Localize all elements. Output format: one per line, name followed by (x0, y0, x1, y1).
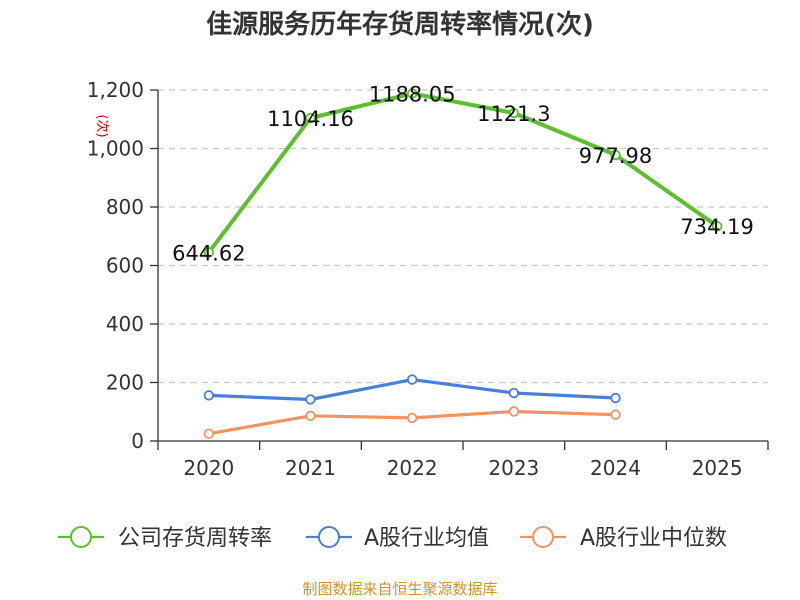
x-tick-label: 2020 (183, 456, 234, 480)
y-tick-label: 1,200 (87, 78, 144, 102)
data-point[interactable] (406, 88, 418, 99)
source-footer: 制图数据来自恒生聚源数据库 (302, 580, 497, 598)
series-line (206, 91, 720, 255)
legend-item[interactable]: A股行业均值 (306, 526, 489, 551)
data-label: 734.19 (680, 215, 753, 239)
data-label: 1121.3 (477, 102, 550, 126)
data-labels: 644.62 1104.16 1188.05 1121.3 977.98 734.19 (172, 82, 754, 265)
legend-item[interactable]: A股行业中位数 (520, 526, 727, 551)
data-point[interactable] (203, 247, 215, 258)
legend[interactable]: 公司存货周转率 A股行业均值 A股行业中位数 (58, 526, 727, 551)
y-tick-label: 800 (106, 195, 144, 219)
x-tick-label: 2025 (692, 456, 743, 480)
legend-label: 公司存货周转率 (118, 526, 272, 551)
y-tick-label: 0 (131, 429, 144, 453)
y-tick-label: 1,000 (87, 137, 144, 161)
chart-title: 佳源服务历年存货周转率情况(次) (206, 9, 594, 40)
data-point[interactable] (406, 374, 418, 385)
series-layer (203, 88, 723, 439)
data-point[interactable] (508, 406, 520, 417)
y-tick-label: 600 (106, 254, 144, 278)
data-point[interactable] (508, 387, 520, 399)
data-label: 1104.16 (267, 107, 354, 131)
data-point[interactable] (203, 390, 215, 401)
grid-lines (158, 89, 768, 384)
x-axis-ticks: 2020 2021 2022 2023 2024 2025 (157, 441, 769, 480)
data-label: 644.62 (172, 241, 245, 265)
data-point[interactable] (508, 107, 520, 119)
data-point[interactable] (305, 394, 316, 405)
data-point[interactable] (305, 112, 316, 124)
x-tick-label: 2021 (285, 456, 336, 480)
y-tick-label: 200 (106, 371, 144, 395)
x-tick-label: 2022 (387, 456, 438, 480)
data-point[interactable] (406, 412, 418, 424)
data-point[interactable] (610, 149, 621, 161)
y-axis-ticks: 0 200 400 600 800 1,000 1,200 (87, 78, 158, 453)
x-tick-label: 2023 (488, 456, 539, 480)
legend-item[interactable]: 公司存货周转率 (58, 526, 272, 551)
legend-marker (318, 526, 340, 548)
data-label: 977.98 (579, 144, 652, 168)
x-tick-label: 2024 (590, 456, 641, 480)
legend-marker (70, 526, 92, 548)
y-tick-label: 400 (106, 312, 144, 336)
data-point[interactable] (610, 409, 621, 420)
y-axis-unit: (次) (94, 114, 110, 137)
data-point[interactable] (203, 428, 215, 439)
legend-marker (532, 526, 554, 548)
data-point[interactable] (305, 410, 316, 422)
data-point[interactable] (711, 221, 723, 232)
legend-label: A股行业中位数 (580, 526, 727, 551)
data-label: 1188.05 (369, 82, 456, 106)
data-point[interactable] (610, 392, 621, 404)
legend-label: A股行业均值 (364, 526, 489, 551)
